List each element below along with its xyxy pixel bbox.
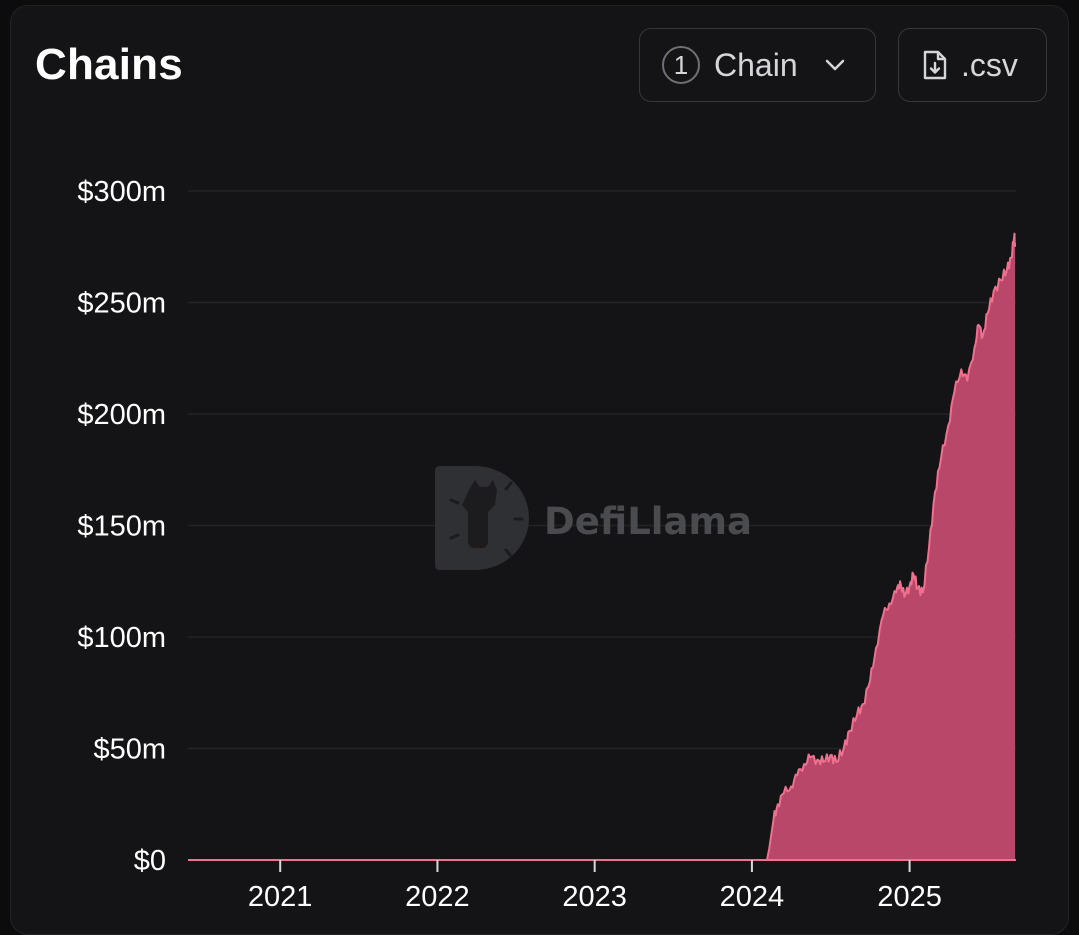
y-tick-label: $100m [77,622,166,654]
chain-count-badge: 1 [662,46,700,84]
series-layer [188,232,1017,861]
series-line [188,232,1017,861]
chevron-down-icon [824,58,846,72]
file-download-icon [921,49,949,81]
y-tick-label: $300m [77,176,166,208]
csv-download-button[interactable]: .csv [898,28,1047,102]
chain-selector-button[interactable]: 1 Chain [639,28,876,102]
chains-card: Chains 1 Chain .csv [10,5,1069,935]
x-tick-label: 2023 [562,881,627,913]
chain-selector-label: Chain [714,46,798,83]
y-tick-label: $50m [93,734,166,766]
y-tick-label: $200m [77,399,166,431]
page-title: Chains [35,40,183,89]
csv-button-label: .csv [961,46,1018,83]
x-tick-label: 2021 [248,881,313,913]
series-area [188,233,1016,861]
x-tick-label: 2024 [720,881,785,913]
llama-logo-icon [435,466,529,570]
watermark-text: DefiLlama [544,500,752,543]
axes: $0 $50m $100m $150m $200m $250m $300m 2021 2022 2… [77,176,1016,913]
x-tick-label: 2022 [405,881,470,913]
y-tick-label: $150m [77,511,166,543]
y-tick-label: $250m [77,288,166,320]
defillama-watermark: DefiLlama [435,466,752,570]
x-tick-label: 2025 [877,881,942,913]
y-tick-label: $0 [134,845,166,877]
